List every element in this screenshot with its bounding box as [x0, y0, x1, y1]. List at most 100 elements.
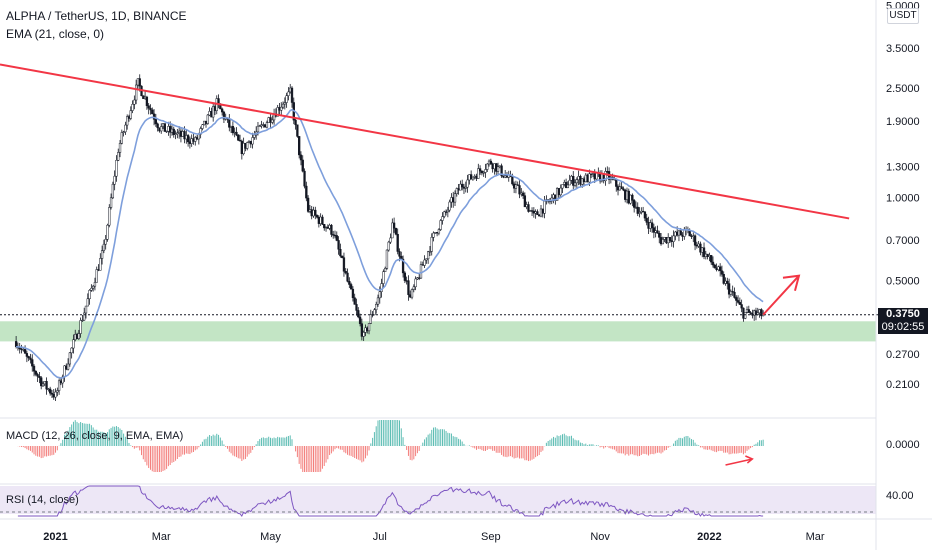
- rsi-legend: RSI (14, close): [6, 494, 79, 506]
- candle-body: [745, 309, 749, 313]
- candle-body: [726, 280, 729, 284]
- candle-body: [22, 349, 25, 351]
- candle-body: [676, 231, 679, 236]
- candle-body: [649, 222, 652, 229]
- candle-body: [538, 214, 541, 217]
- candle-body: [324, 226, 328, 229]
- candle-body: [242, 142, 245, 154]
- candle-body: [679, 230, 682, 236]
- candle-body: [276, 107, 279, 117]
- candle-body: [49, 388, 52, 394]
- candle-body: [31, 359, 34, 367]
- candle-body: [247, 141, 251, 143]
- candle-body: [384, 268, 387, 272]
- candle-body: [441, 216, 444, 221]
- candle-body: [586, 174, 589, 183]
- candle-body: [335, 235, 338, 241]
- candle-body: [742, 307, 745, 319]
- time-tick-label: Jul: [373, 531, 387, 543]
- candle-body: [498, 165, 501, 168]
- candle-body: [355, 304, 358, 311]
- candle-body: [663, 237, 666, 240]
- candle-body: [228, 118, 231, 128]
- candle-body: [25, 353, 29, 357]
- candle-body: [668, 237, 672, 241]
- candle-body: [109, 197, 113, 208]
- candle-body: [122, 131, 125, 133]
- candle-body: [462, 186, 466, 189]
- candle-body: [115, 160, 118, 177]
- candle-body: [88, 290, 91, 300]
- candle-body: [711, 261, 715, 266]
- candle-body: [161, 123, 165, 127]
- candle-body: [667, 237, 670, 244]
- candle-body: [435, 232, 439, 234]
- price-tick-label: 1.9000: [886, 116, 920, 128]
- time-tick-label: 2022: [697, 531, 721, 543]
- candle-body: [170, 128, 174, 133]
- candle-body: [480, 170, 484, 174]
- price-tick-label: 0.7000: [886, 235, 920, 247]
- time-axis[interactable]: 2021 Mar May Jul Sep Nov 2022 Mar: [43, 531, 825, 543]
- candle-body: [181, 131, 184, 137]
- candle-body: [693, 235, 697, 246]
- candle-body: [172, 128, 175, 135]
- candle-body: [367, 323, 371, 332]
- time-tick-label: Mar: [806, 531, 825, 543]
- candle-body: [143, 96, 147, 99]
- candle-body: [455, 188, 458, 194]
- candle-body: [100, 250, 104, 259]
- candle-body: [206, 114, 209, 124]
- time-tick-label: May: [260, 531, 281, 543]
- candle-body: [364, 327, 367, 333]
- candle-body: [591, 173, 595, 175]
- candle-body: [525, 204, 528, 208]
- candle-body: [249, 141, 252, 145]
- candle-body: [201, 124, 204, 129]
- candle-body: [74, 333, 77, 340]
- candle-body: [389, 237, 392, 243]
- candle-body: [154, 119, 158, 125]
- candle-body: [713, 264, 716, 269]
- candle-body: [724, 280, 727, 284]
- candle-body: [418, 277, 421, 279]
- candle-body: [312, 209, 315, 217]
- candle-body: [387, 241, 390, 251]
- candle-body: [636, 206, 639, 214]
- candle-body: [659, 237, 663, 245]
- price-axis[interactable]: 5.00003.50002.50001.90001.30001.00000.70…: [886, 0, 920, 391]
- candle-body: [650, 222, 654, 228]
- candle-body: [65, 365, 68, 370]
- candle-body: [56, 390, 59, 393]
- candle-body: [332, 234, 335, 236]
- candle-body: [699, 243, 702, 253]
- candle-body: [487, 160, 491, 165]
- candle-body: [385, 249, 389, 269]
- candle-body: [97, 269, 100, 271]
- candle-body: [710, 255, 713, 263]
- candle-body: [99, 258, 102, 271]
- candle-body: [512, 183, 516, 189]
- candle-body: [625, 190, 629, 200]
- candle-body: [118, 142, 122, 153]
- candle-body: [63, 365, 66, 378]
- candle-body: [108, 207, 111, 226]
- candle-body: [169, 126, 172, 133]
- currency-unit-badge[interactable]: USDT: [887, 8, 919, 24]
- candle-body: [736, 300, 740, 303]
- candle-body: [68, 352, 72, 365]
- time-tick-label: Mar: [152, 531, 171, 543]
- candle-body: [204, 120, 208, 124]
- candle-body: [353, 297, 356, 305]
- candle-body: [677, 230, 681, 236]
- candle-body: [222, 111, 226, 120]
- candle-body: [401, 258, 405, 274]
- candle-body: [47, 388, 50, 391]
- candle-body: [244, 142, 247, 149]
- candle-body: [92, 285, 95, 289]
- time-tick-label: Nov: [590, 531, 610, 543]
- candle-body: [426, 251, 430, 260]
- candle-body: [733, 291, 736, 298]
- candle-body: [174, 133, 177, 135]
